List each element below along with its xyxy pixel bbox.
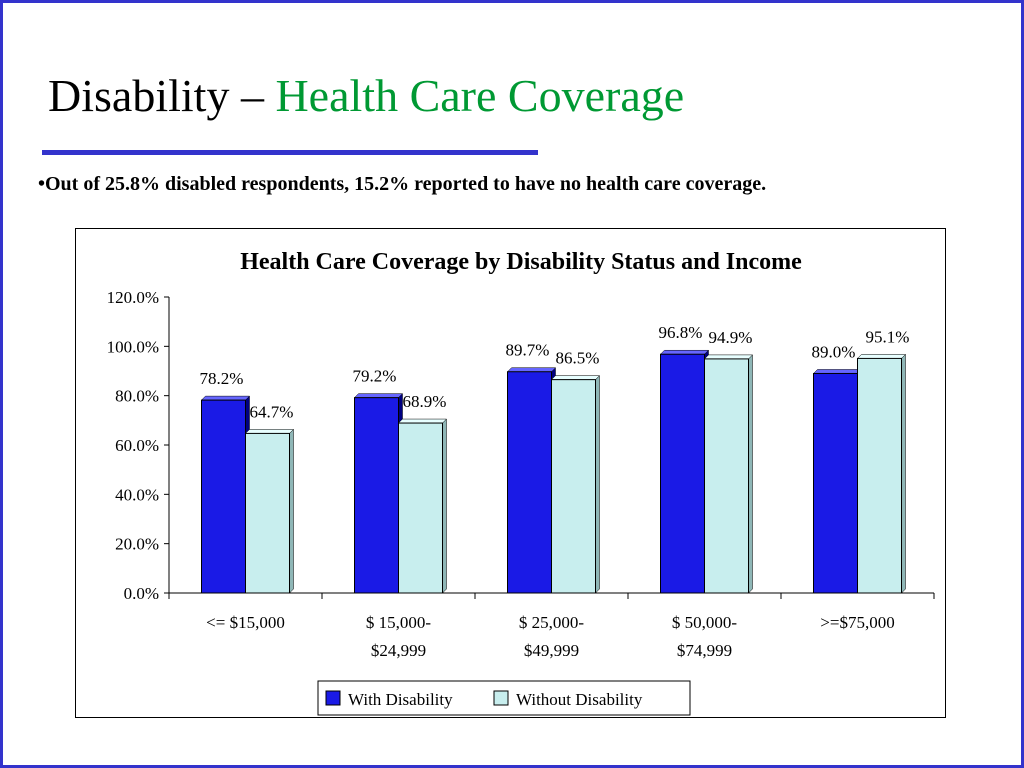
bar: [507, 371, 552, 594]
bar-side: [289, 428, 294, 594]
bar-data-label: 78.2%: [200, 369, 244, 388]
y-tick-label: 60.0%: [115, 436, 159, 455]
slide-title-accent: Health Care Coverage: [275, 70, 685, 121]
bar-top: [200, 395, 251, 401]
chart-data-labels: 78.2% 79.2% 89.7% 96.8% 89.0% 64.7% 68.9% 86.5%…: [200, 323, 910, 421]
bar: [813, 372, 858, 594]
summary-bullet: •Out of 25.8% disabled respondents, 15.2…: [38, 173, 767, 195]
y-tick-label: 20.0%: [115, 535, 159, 554]
bar: [551, 379, 596, 594]
bar-side: [901, 353, 906, 594]
bar-data-label: 64.7%: [250, 402, 294, 421]
y-tick-label: 0.0%: [124, 584, 159, 603]
bar-data-label: 94.9%: [709, 328, 753, 347]
bar: [704, 358, 749, 594]
chart-legend: With Disability Without Disability: [317, 680, 691, 716]
y-tick-label: 40.0%: [115, 485, 159, 504]
slide-title: Disability – Health Care Coverage: [48, 66, 684, 126]
bar-top: [244, 429, 295, 434]
legend-swatch: [325, 690, 341, 706]
bar-data-label: 89.0%: [812, 342, 856, 361]
bar-side: [748, 354, 753, 594]
bar-side: [595, 375, 600, 594]
y-tick-label: 120.0%: [107, 288, 159, 307]
bar-top: [397, 418, 448, 424]
x-category-label: $ 25,000-: [519, 613, 585, 632]
bar: [857, 357, 902, 594]
x-category-label: $49,999: [524, 641, 579, 660]
bar-top: [506, 367, 557, 372]
x-category-label: $74,999: [677, 641, 732, 660]
bar: [660, 353, 705, 594]
bar-data-label: 79.2%: [353, 367, 397, 386]
bar-side: [442, 418, 447, 594]
bar-top: [856, 354, 907, 359]
chart-axes: 0.0% 20.0% 40.0% 60.0% 80.0% 100.0% 120.0% <= $…: [107, 288, 935, 660]
bar-data-label: 89.7%: [506, 341, 550, 360]
legend-swatch: [493, 690, 509, 706]
bar-top: [353, 393, 404, 398]
bar-data-label: 86.5%: [556, 349, 600, 368]
y-tick-label: 80.0%: [115, 387, 159, 406]
x-category-label: $24,999: [371, 641, 426, 660]
x-category-label: $ 50,000-: [672, 613, 738, 632]
bar-top: [659, 349, 710, 355]
legend-label: Without Disability: [516, 690, 643, 709]
bar-data-label: 96.8%: [659, 323, 703, 342]
x-category-label: >=$75,000: [820, 613, 894, 632]
legend-label: With Disability: [348, 690, 453, 709]
bar-top: [550, 375, 601, 380]
bar: [398, 422, 443, 594]
chart-title: Health Care Coverage by Disability Statu…: [240, 249, 802, 275]
x-category-label: $ 15,000-: [366, 613, 432, 632]
bar-top: [812, 369, 863, 374]
bar-chart: Health Care Coverage by Disability Statu…: [107, 249, 935, 716]
bar-top: [703, 354, 754, 360]
bar-data-label: 95.1%: [866, 327, 910, 346]
chart-bars: [200, 349, 907, 594]
bar: [354, 397, 399, 594]
bar: [201, 399, 246, 594]
slide-title-main: Disability –: [48, 70, 276, 121]
title-underline: [42, 150, 538, 155]
bar-data-label: 68.9%: [403, 392, 447, 411]
x-category-label: <= $15,000: [206, 613, 285, 632]
chart-container: Health Care Coverage by Disability Statu…: [75, 228, 946, 718]
y-tick-label: 100.0%: [107, 337, 159, 356]
bar: [245, 432, 290, 594]
